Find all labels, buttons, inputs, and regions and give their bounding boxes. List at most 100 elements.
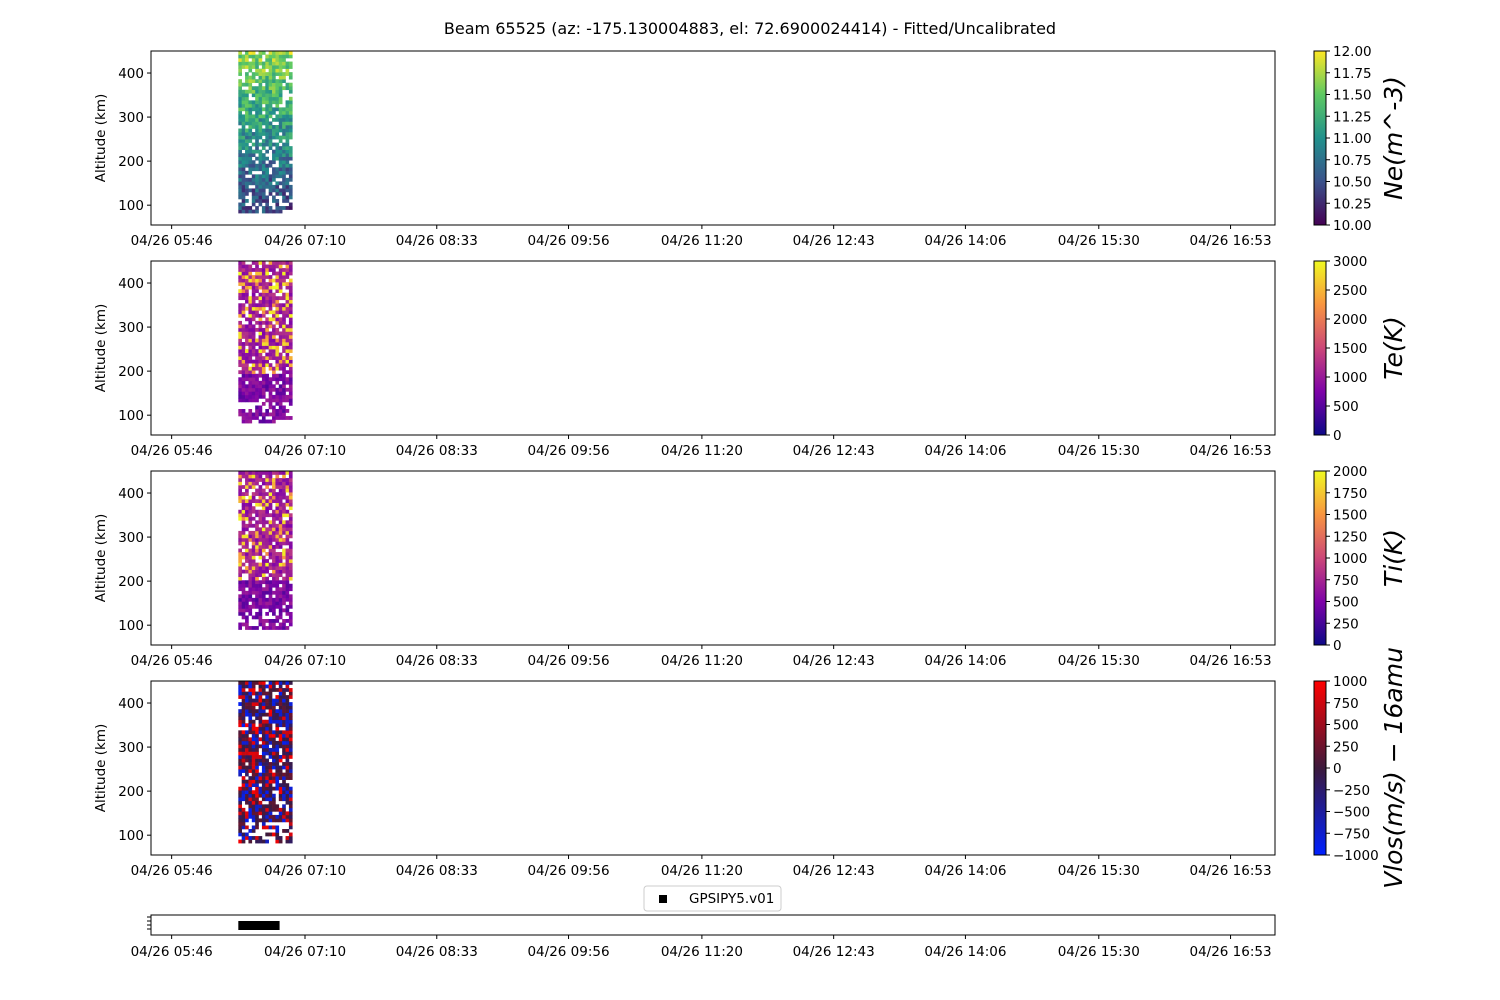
heatmap-cell — [251, 86, 256, 91]
heatmap-cell — [288, 82, 293, 87]
heatmap-cell — [265, 377, 269, 382]
x-tick-label: 04/26 15:30 — [1058, 443, 1140, 459]
heatmap-cell — [238, 814, 242, 819]
heatmap-cell — [288, 366, 293, 371]
heatmap-cell — [258, 324, 263, 329]
heatmap-cell — [255, 573, 259, 578]
heatmap-cell — [278, 275, 283, 279]
heatmap-cell — [285, 296, 290, 301]
heatmap-cell — [272, 762, 276, 766]
heatmap-cell — [251, 310, 256, 315]
heatmap-cell — [288, 744, 293, 749]
heatmap-cell — [285, 349, 290, 353]
heatmap-cell — [265, 723, 269, 728]
heatmap-cell — [248, 181, 253, 186]
heatmap-cell — [288, 530, 293, 535]
heatmap-cell — [258, 516, 263, 521]
heatmap-cell — [282, 416, 286, 420]
heatmap-cell — [278, 352, 283, 357]
experiment-bar — [238, 921, 280, 930]
heatmap-cell — [285, 380, 290, 385]
heatmap-cell — [265, 832, 269, 837]
heatmap-cell — [251, 149, 256, 154]
heatmap-cell — [285, 181, 290, 186]
heatmap-cell — [238, 576, 242, 581]
heatmap-cell — [258, 537, 263, 542]
heatmap-cell — [261, 527, 266, 532]
heatmap-cell — [288, 268, 293, 272]
heatmap-cell — [275, 359, 280, 364]
heatmap-cell — [275, 478, 280, 482]
heatmap-cell — [261, 184, 266, 189]
heatmap-cell — [251, 769, 256, 773]
heatmap-cell — [285, 829, 290, 833]
heatmap-cell — [268, 331, 273, 336]
heatmap-cell — [272, 342, 276, 346]
heatmap-cell — [255, 580, 259, 585]
heatmap-cell — [248, 804, 253, 809]
heatmap-cell — [278, 271, 283, 276]
heatmap-cell — [275, 566, 280, 570]
heatmap-cell — [255, 566, 259, 570]
heatmap-cell — [265, 762, 269, 766]
heatmap-cell — [251, 261, 256, 265]
heatmap-cell — [288, 156, 293, 161]
heatmap-cell — [241, 502, 246, 507]
heatmap-cell — [248, 206, 253, 210]
x-tick-label: 04/26 08:33 — [396, 863, 478, 879]
heatmap-cell — [248, 684, 253, 689]
heatmap-cell — [255, 474, 259, 479]
heatmap-cell — [248, 797, 253, 802]
heatmap-cell — [268, 562, 273, 567]
heatmap-cell — [258, 541, 263, 546]
heatmap-cell — [238, 622, 242, 627]
y-tick-label: 100 — [118, 828, 144, 844]
heatmap-cell — [288, 107, 293, 112]
heatmap-cell — [238, 128, 242, 133]
heatmap-cell — [261, 730, 266, 735]
heatmap-cell — [282, 755, 286, 759]
colorbar-tick-label: 0 — [1333, 761, 1342, 777]
heatmap-cell — [288, 292, 293, 297]
heatmap-cell — [272, 264, 276, 269]
heatmap-cell — [261, 814, 266, 819]
heatmap-cell — [241, 691, 246, 696]
heatmap-cell — [245, 331, 249, 336]
heatmap-cell — [255, 264, 259, 269]
heatmap-cell — [285, 110, 290, 115]
heatmap-cell — [245, 356, 249, 360]
heatmap-cell — [255, 758, 259, 763]
heatmap-cell — [285, 566, 290, 570]
heatmap-cell — [241, 740, 246, 745]
heatmap-cell — [272, 573, 276, 578]
heatmap-cell — [245, 377, 249, 382]
heatmap-cell — [248, 317, 253, 322]
heatmap-cell — [248, 128, 253, 133]
heatmap-cell — [258, 409, 263, 413]
heatmap-cell — [241, 709, 246, 714]
heatmap-cell — [272, 160, 276, 165]
heatmap-cell — [272, 555, 276, 560]
heatmap-cell — [265, 317, 269, 322]
heatmap-cell — [261, 278, 266, 283]
heatmap-cell — [251, 495, 256, 500]
heatmap-cell — [258, 580, 263, 585]
heatmap-cell — [241, 380, 246, 385]
heatmap-cell — [245, 160, 249, 165]
heatmap-cell — [288, 349, 293, 353]
heatmap-cell — [238, 72, 242, 76]
heatmap-cell — [245, 117, 249, 122]
heatmap-cell — [238, 209, 242, 214]
heatmap-cell — [282, 58, 286, 62]
heatmap-cell — [248, 765, 253, 770]
heatmap-cell — [255, 394, 259, 399]
heatmap-cell — [245, 569, 249, 574]
heatmap-cell — [288, 373, 293, 378]
heatmap-cell — [255, 327, 259, 332]
heatmap-cell — [272, 559, 276, 563]
heatmap-cell — [285, 163, 290, 168]
heatmap-cell — [238, 583, 242, 588]
heatmap-cell — [255, 744, 259, 749]
heatmap-cell — [285, 398, 290, 403]
heatmap-cell — [241, 790, 246, 795]
